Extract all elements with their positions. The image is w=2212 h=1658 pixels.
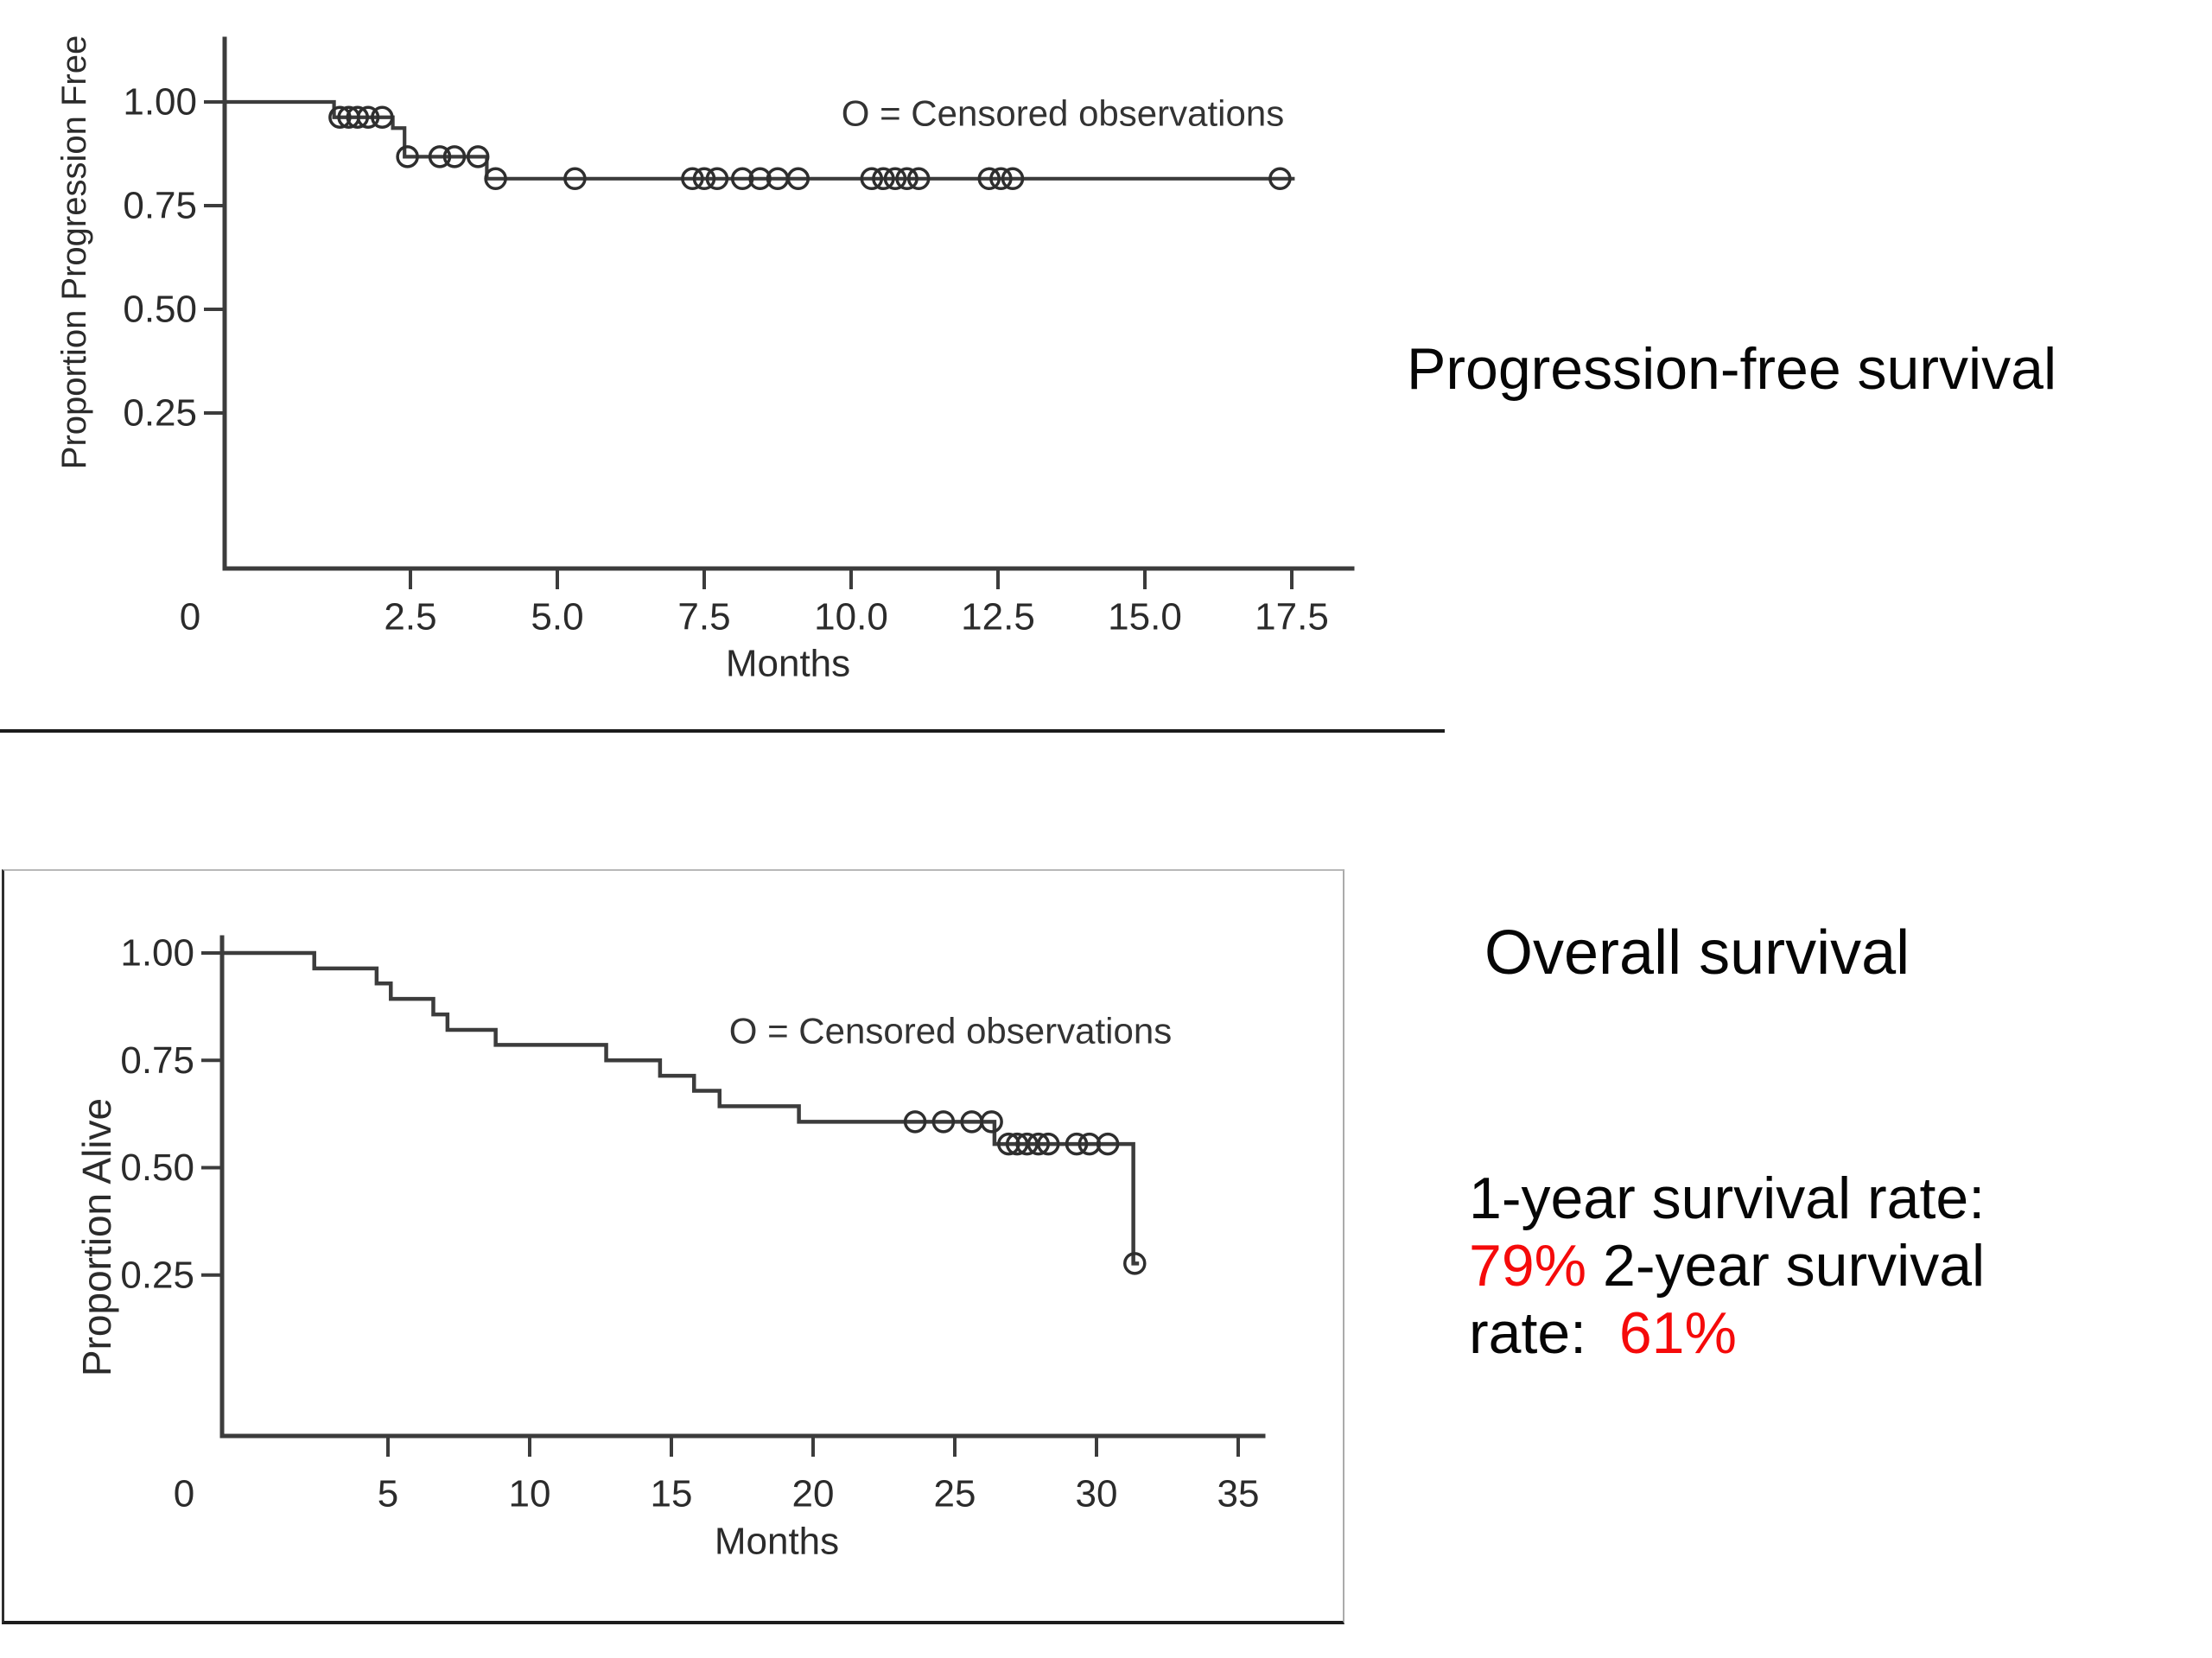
x-tick-label: 20 [792,1473,835,1515]
censored-mark [328,105,352,130]
x-axis-title: Months [715,1521,839,1563]
survival-curve [223,950,1140,1266]
censored-mark [989,167,1013,191]
x-zero-label: 0 [174,1473,194,1515]
censored-mark [980,1110,1003,1134]
y-axis-title: Proportion Progression Free [55,35,93,469]
x-tick-label: 7.5 [677,596,730,638]
censored-mark [1268,167,1292,191]
x-tick-label: 25 [934,1473,976,1515]
censored-legend: O = Censored observations [729,1011,1172,1051]
censored-mark [346,105,370,130]
y-tick-label: 1.00 [123,81,197,124]
censored-mark [786,167,810,191]
rate-line1-text: 1-year survival rate: [1469,1166,1986,1231]
x-tick-label: 12.5 [961,596,1035,638]
two-year-rate-value: 61% [1618,1300,1737,1366]
censored-mark [931,1110,956,1134]
x-zero-label: 0 [180,596,200,638]
pfs-chart: 1.00 0.75 0.50 0.25 2.5 5.0 7.5 10.0 12.5 15.0 17.… [55,35,1355,685]
x-tick-label: 15.0 [1108,596,1182,638]
progression-free-survival-title: Progression-free survival [1407,336,2057,402]
censored-legend: O = Censored observations [842,93,1284,134]
x-tick-label: 17.5 [1255,596,1329,638]
censored-mark [903,1110,927,1134]
censored-mark [1123,1252,1147,1275]
rate-line3-text: rate: [1469,1300,1619,1366]
x-tick-label: 15 [651,1473,693,1515]
survival-rate-annotation: 1-year survival rate: 79% 2-year survival… [1469,1165,2177,1367]
censored-mark [442,145,467,168]
x-tick-label: 35 [1217,1473,1260,1515]
horizontal-divider [0,729,1445,733]
censored-mark [977,167,1001,191]
censored-mark [895,167,918,191]
censored-mark [730,167,754,191]
x-tick-label: 10 [509,1473,551,1515]
y-tick-label: 1.00 [120,932,194,975]
x-tick-label: 30 [1076,1473,1118,1515]
censored-mark [1096,1132,1120,1156]
censored-mark [371,105,394,130]
overall-survival-title: Overall survival [1484,918,1910,988]
x-tick-label: 10.0 [814,596,888,638]
censored-mark [396,145,419,168]
censored-mark [563,167,587,191]
censored-mark [1001,167,1025,191]
censored-mark [484,167,507,191]
censored-mark [748,167,772,191]
one-year-rate-value: 79% [1469,1233,1587,1299]
y-tick-label: 0.75 [123,185,197,227]
axes [222,36,1355,571]
censored-mark [860,167,884,191]
censored-mark [906,167,931,191]
overall-survival-frame [2,869,1344,1624]
x-tick-label: 2.5 [384,596,436,638]
y-tick-label: 0.50 [123,289,197,331]
censored-mark [681,167,704,191]
censored-mark [692,167,716,191]
censored-mark [1027,1132,1051,1156]
y-tick-label: 0.75 [120,1039,194,1082]
y-tick-label: 0.25 [120,1254,194,1296]
censored-mark [466,145,490,168]
os-chart: 1.00 0.75 0.50 0.25 5 10 15 20 25 30 35 0 Months Prop… [74,932,1266,1563]
censored-mark [705,167,729,191]
x-tick-label: 5.0 [531,596,583,638]
x-tick-label: 5 [378,1473,398,1515]
censored-mark [1036,1132,1060,1156]
x-axis-title: Months [726,643,850,685]
axes [219,935,1266,1439]
y-axis-title: Proportion Alive [74,1098,119,1376]
y-tick-label: 0.50 [120,1147,194,1189]
censored-mark [356,105,380,130]
censored-mark [428,145,452,168]
censored-mark [1065,1132,1089,1156]
censored-mark [883,167,907,191]
y-tick-label: 0.25 [123,392,197,435]
censored-mark [872,167,895,191]
rate-line2-text: 2-year survival [1586,1233,1986,1299]
